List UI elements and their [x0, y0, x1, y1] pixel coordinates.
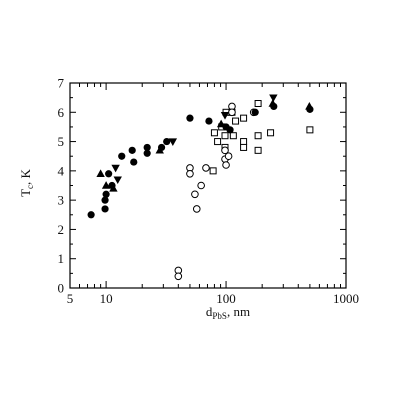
- data-point-open-square: [232, 117, 240, 125]
- data-point-filled-circle: [186, 114, 194, 122]
- x-tick-label: 5: [67, 291, 74, 306]
- x-axis-label-sub: PbS: [212, 311, 227, 321]
- data-point-open-square: [209, 167, 217, 175]
- data-point-open-circle: [221, 146, 229, 155]
- data-point-filled-circle: [118, 152, 126, 160]
- data-point-filled-triangle-up: [216, 119, 226, 128]
- data-point-filled-triangle-down: [269, 94, 278, 103]
- y-axis-label: Tc, K: [18, 168, 35, 196]
- data-point-open-circle: [191, 190, 199, 199]
- data-point-open-circle: [174, 272, 183, 281]
- data-point-open-square: [254, 100, 262, 107]
- data-point-open-square: [240, 114, 248, 122]
- x-tick-label: 1000: [333, 291, 359, 306]
- data-points: [87, 94, 314, 281]
- x-tick-label: 100: [216, 291, 236, 306]
- data-point-open-square: [221, 132, 229, 140]
- data-point-filled-circle: [101, 196, 109, 204]
- data-point-filled-triangle-down: [168, 138, 178, 146]
- data-point-filled-triangle-up: [109, 184, 118, 192]
- data-point-open-circle: [228, 108, 236, 117]
- data-point-filled-circle: [143, 149, 151, 157]
- data-point-filled-circle: [87, 211, 95, 219]
- data-point-open-square: [306, 126, 314, 134]
- data-point-open-circle: [202, 164, 210, 172]
- data-point-filled-circle: [102, 190, 110, 198]
- data-point-filled-triangle-up: [101, 181, 111, 189]
- y-tick-label: 1: [58, 251, 65, 266]
- y-tick-label: 0: [58, 281, 65, 296]
- data-point-filled-circle: [128, 146, 136, 154]
- data-point-filled-circle: [143, 143, 151, 152]
- data-point-open-square: [240, 143, 248, 151]
- data-point-filled-circle: [130, 158, 138, 166]
- y-axis-label-unit: , K: [18, 168, 33, 185]
- y-axis-label-sub: c: [25, 185, 35, 189]
- data-point-open-square: [254, 132, 262, 140]
- data-point-filled-circle: [205, 117, 213, 125]
- data-point-filled-triangle-down: [111, 164, 120, 173]
- data-point-open-circle: [197, 181, 205, 190]
- data-point-open-circle: [186, 169, 194, 178]
- y-tick-label: 2: [58, 222, 65, 237]
- data-point-open-circle: [192, 205, 201, 213]
- data-point-filled-triangle-down: [220, 112, 230, 120]
- data-point-open-square: [210, 129, 218, 137]
- data-point-filled-circle: [226, 126, 234, 134]
- axis-ticks: 0 1 2 3 4 5 6 7 5 10 100 1000: [58, 76, 360, 307]
- data-point-open-square: [267, 129, 275, 137]
- data-point-open-square: [240, 138, 248, 146]
- data-point-filled-triangle-up: [155, 145, 164, 154]
- x-axis-label-unit: , nm: [227, 304, 250, 319]
- data-point-filled-circle: [101, 205, 109, 213]
- data-point-filled-triangle-up: [305, 102, 314, 110]
- y-tick-label: 7: [58, 76, 65, 91]
- y-tick-label: 4: [58, 163, 65, 178]
- data-point-filled-triangle-up: [96, 169, 105, 177]
- data-point-filled-circle: [251, 108, 259, 116]
- y-axis-label-main: T: [18, 189, 33, 197]
- data-point-filled-circle: [105, 170, 113, 178]
- data-point-filled-triangle-down: [113, 176, 122, 185]
- x-axis-label: dPbS, nm: [206, 304, 250, 321]
- data-point-open-circle: [224, 152, 233, 161]
- y-tick-label: 5: [58, 134, 65, 149]
- data-point-open-square: [229, 132, 237, 140]
- x-axis-label-main: d: [206, 304, 213, 319]
- x-tick-label: 10: [100, 291, 113, 306]
- data-point-filled-triangle-up: [268, 99, 277, 107]
- y-tick-label: 6: [58, 105, 65, 120]
- data-point-filled-circle: [163, 137, 171, 146]
- y-tick-label: 3: [58, 193, 65, 208]
- data-point-open-square: [214, 138, 222, 146]
- data-point-open-circle: [222, 161, 230, 169]
- data-point-open-square: [254, 146, 262, 154]
